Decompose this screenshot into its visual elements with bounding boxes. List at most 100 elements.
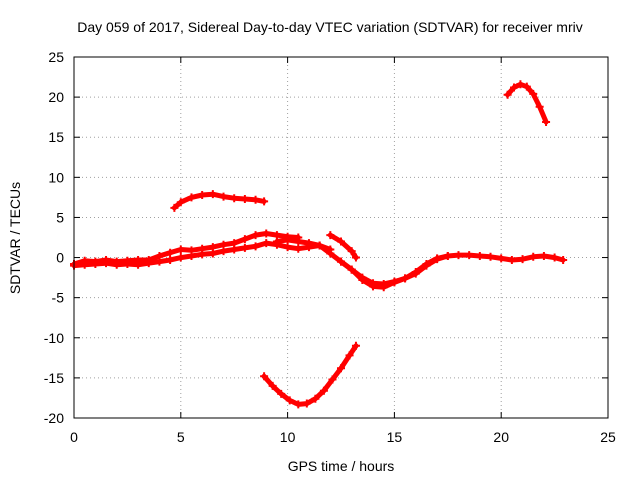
data-point (326, 249, 335, 258)
x-tick-label: 15 (387, 429, 403, 445)
data-point (411, 267, 420, 276)
data-point (260, 372, 269, 381)
x-tick-label: 20 (493, 429, 509, 445)
data-point (170, 203, 179, 212)
data-point (535, 102, 544, 111)
x-tick-label: 5 (177, 429, 185, 445)
y-tick-label: 0 (56, 250, 64, 266)
data-point (510, 83, 519, 92)
data-point (240, 194, 249, 203)
data-point (503, 90, 512, 99)
data-point (379, 283, 388, 292)
data-point (443, 251, 452, 260)
data-point (268, 381, 277, 390)
data-point (262, 229, 271, 238)
series-line (327, 232, 359, 261)
series-dip-band-b (337, 251, 452, 292)
data-point (347, 247, 356, 256)
y-tick-label: 10 (48, 169, 64, 185)
data-point (230, 245, 239, 254)
data-point (302, 399, 311, 408)
data-series-layer (70, 80, 568, 409)
data-point (337, 364, 345, 373)
series-dip-band-a (272, 235, 568, 289)
data-point (347, 265, 356, 274)
series-line (71, 231, 301, 267)
data-point (277, 389, 286, 398)
series-dip-band-c (326, 231, 360, 262)
data-point (328, 375, 337, 384)
data-point (465, 251, 474, 260)
x-tick-label: 10 (280, 429, 296, 445)
data-point (337, 237, 345, 246)
data-point (294, 244, 303, 253)
data-point (550, 253, 559, 262)
y-tick-label: 15 (48, 129, 64, 145)
data-point (80, 260, 89, 269)
data-point (155, 257, 164, 266)
data-point (433, 254, 442, 263)
data-point (294, 237, 303, 246)
data-point (251, 242, 260, 251)
data-point (283, 235, 292, 244)
data-point (390, 278, 399, 287)
data-point (251, 195, 260, 204)
data-point (91, 259, 100, 268)
data-point (166, 248, 175, 257)
plot-frame (73, 56, 609, 419)
data-point (319, 386, 328, 395)
data-point (144, 259, 153, 268)
series-lower-arc (260, 341, 360, 409)
data-point (311, 394, 320, 403)
series-line (171, 191, 267, 211)
data-point (251, 231, 260, 240)
data-point (522, 82, 531, 91)
data-point (516, 80, 525, 89)
axis-ticks: 0 5 10 15 20 25 -20 -15 -10 -5 0 5 10 15 20 25 (44, 49, 616, 445)
data-point (219, 247, 228, 256)
data-point (497, 254, 506, 263)
x-axis-label: GPS time / hours (288, 458, 395, 474)
data-point (559, 255, 568, 264)
data-point (304, 239, 313, 248)
data-point (351, 341, 360, 350)
data-point (240, 235, 249, 244)
data-point (102, 259, 111, 268)
data-point (529, 89, 538, 98)
data-point (198, 250, 207, 259)
data-point (260, 197, 269, 206)
data-point (345, 351, 354, 360)
y-tick-label: -5 (52, 290, 65, 306)
y-tick-label: 25 (48, 49, 64, 65)
data-point (230, 194, 239, 203)
data-point (285, 396, 294, 405)
data-point (272, 237, 281, 246)
data-point (198, 190, 207, 199)
y-tick-label: -10 (44, 330, 64, 346)
data-point (358, 276, 367, 285)
series-line (261, 343, 359, 407)
y-tick-label: 5 (56, 209, 64, 225)
y-axis-label: SDTVAR / TECUs (7, 182, 23, 294)
data-point (219, 192, 228, 201)
x-tick-label: 0 (70, 429, 78, 445)
data-point (529, 252, 538, 261)
data-point (326, 231, 335, 240)
data-point (187, 193, 196, 202)
data-point (208, 249, 217, 258)
data-point (240, 243, 249, 252)
data-point (262, 239, 271, 248)
data-point (134, 260, 143, 269)
series-upper-arc (170, 190, 269, 212)
data-point (112, 260, 121, 269)
data-point (176, 198, 185, 207)
y-tick-label: -20 (44, 410, 64, 426)
data-point (486, 252, 495, 261)
data-point (208, 190, 217, 199)
data-point (401, 274, 410, 283)
data-point (542, 117, 551, 126)
data-point (337, 257, 345, 266)
data-point (351, 253, 360, 262)
data-point (507, 255, 516, 264)
